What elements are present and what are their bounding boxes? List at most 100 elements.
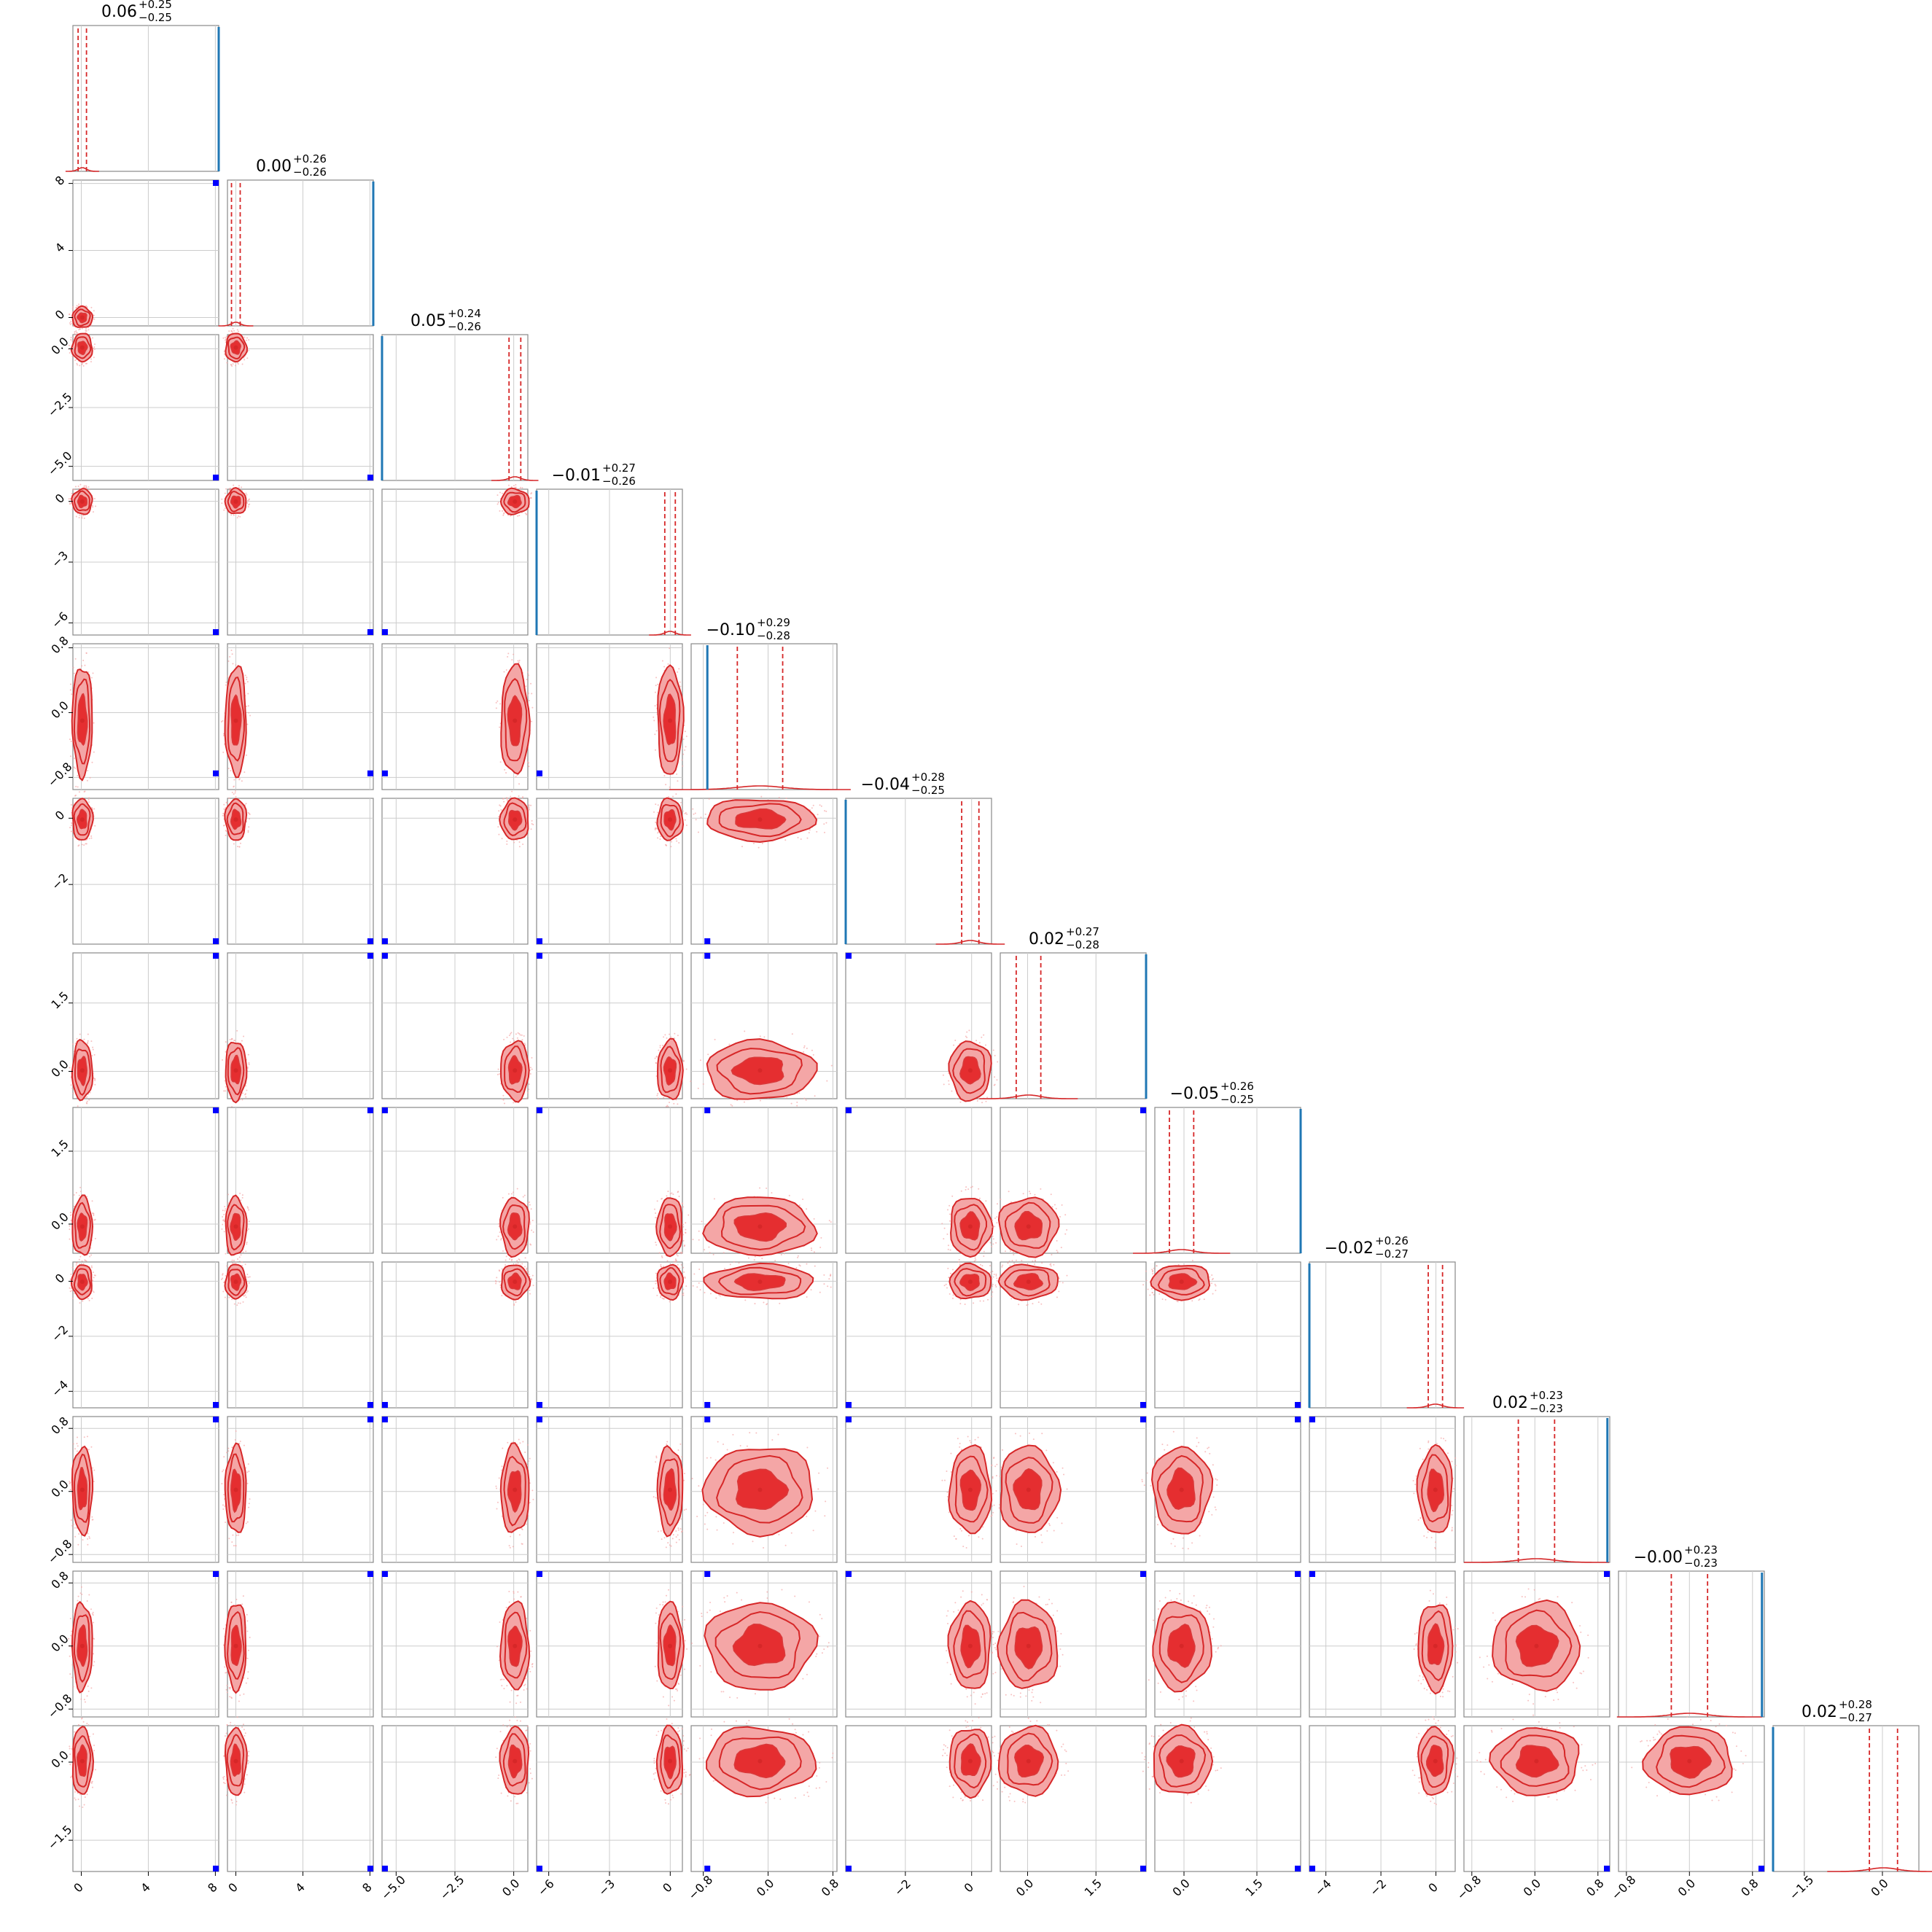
scatter-point: [669, 647, 671, 650]
x-tick-label: 0: [225, 1880, 241, 1896]
scatter-point: [660, 1530, 662, 1532]
scatter-point: [1587, 1656, 1589, 1659]
scatter-point: [1514, 1793, 1516, 1795]
scatter-point: [803, 1045, 806, 1047]
scatter-point: [230, 1799, 233, 1801]
scatter-point: [529, 809, 531, 811]
scatter-point: [992, 1270, 994, 1272]
scatter-point: [790, 1532, 792, 1534]
contour-panel-7-4: [685, 1107, 838, 1263]
scatter-point: [977, 1795, 979, 1797]
scatter-point: [503, 1038, 505, 1040]
scatter-point: [525, 1523, 527, 1525]
scatter-point: [79, 1186, 82, 1188]
scatter-point: [806, 1263, 808, 1265]
scatter-point: [949, 1249, 951, 1251]
y-tick-label: −4: [49, 1377, 71, 1399]
scatter-point: [246, 1521, 249, 1523]
truth-marker: [213, 629, 219, 635]
scatter-point: [732, 1433, 734, 1436]
scatter-point: [1215, 1508, 1217, 1511]
marginal-curve: [1616, 1713, 1762, 1718]
scatter-point: [662, 1696, 664, 1698]
truth-marker: [382, 1402, 388, 1408]
center-point: [79, 718, 85, 723]
scatter-point: [1160, 1723, 1162, 1726]
scatter-point: [531, 1229, 533, 1231]
scatter-point: [526, 1444, 529, 1446]
center-point: [1026, 1279, 1031, 1285]
scatter-point: [88, 797, 90, 799]
scatter-point: [224, 1296, 226, 1298]
contour-panel-7-2: [381, 1107, 534, 1266]
scatter-point: [248, 1503, 250, 1505]
scatter-point: [529, 1201, 531, 1203]
scatter-point: [985, 1200, 987, 1202]
scatter-point: [69, 1673, 71, 1675]
marginal-curve: [669, 785, 851, 790]
scatter-point: [91, 1516, 93, 1518]
scatter-point: [502, 492, 504, 494]
scatter-point: [1062, 1467, 1064, 1469]
scatter-point: [239, 515, 241, 518]
scatter-point: [1150, 1735, 1153, 1737]
scatter-point: [970, 1186, 972, 1188]
truth-marker: [367, 1402, 373, 1408]
scatter-point: [524, 1683, 526, 1686]
scatter-point: [1220, 1645, 1222, 1647]
scatter-point: [72, 666, 74, 669]
scatter-point: [82, 1263, 85, 1265]
scatter-point: [1206, 1605, 1208, 1607]
scatter-point: [222, 751, 225, 753]
scatter-point: [77, 775, 79, 777]
scatter-point: [654, 1057, 656, 1059]
scatter-point: [239, 1440, 241, 1442]
scatter-point: [744, 1030, 746, 1032]
scatter-point: [229, 1724, 231, 1726]
scatter-point: [93, 1661, 96, 1663]
scatter-point: [1452, 1510, 1454, 1512]
scatter-point: [677, 1527, 679, 1530]
scatter-point: [952, 1796, 954, 1799]
panel-frame: [72, 798, 219, 945]
scatter-point: [990, 1271, 992, 1274]
scatter-point: [722, 1252, 725, 1254]
scatter-point: [986, 1097, 989, 1099]
scatter-point: [1711, 1799, 1713, 1801]
scatter-point: [672, 1534, 674, 1536]
scatter-point: [674, 1037, 676, 1040]
center-point: [513, 1758, 518, 1764]
scatter-point: [704, 1514, 706, 1516]
scatter-point: [1019, 1692, 1021, 1694]
scatter-point: [1002, 1449, 1004, 1451]
scatter-point: [1064, 1749, 1066, 1751]
scatter-point: [527, 1091, 529, 1094]
scatter-point: [1150, 1484, 1152, 1487]
scatter-point: [1016, 1543, 1018, 1546]
scatter-point: [726, 1595, 728, 1597]
scatter-point: [798, 1204, 801, 1207]
scatter-point: [1539, 1597, 1541, 1600]
scatter-point: [997, 1759, 999, 1761]
scatter-point: [654, 1772, 656, 1774]
y-tick-label: 0.0: [48, 1632, 71, 1654]
scatter-point: [959, 1446, 961, 1448]
center-point: [1179, 1758, 1184, 1764]
scatter-point: [778, 796, 780, 798]
scatter-point: [498, 816, 500, 818]
scatter-point: [959, 1263, 961, 1266]
scatter-point: [1433, 1718, 1436, 1720]
contour-panel-11-0: [69, 1717, 219, 1872]
scatter-point: [682, 765, 684, 767]
scatter-point: [85, 332, 87, 334]
scatter-point: [1215, 1769, 1217, 1772]
center-point: [79, 1279, 85, 1285]
scatter-point: [967, 1535, 970, 1537]
scatter-point: [81, 1593, 83, 1595]
center-point: [1026, 1643, 1031, 1648]
scatter-point: [507, 1795, 509, 1797]
center-point: [668, 817, 673, 822]
scatter-point: [1500, 1788, 1502, 1791]
contour-panel-11-1: [222, 1716, 374, 1872]
scatter-point: [529, 1768, 531, 1770]
